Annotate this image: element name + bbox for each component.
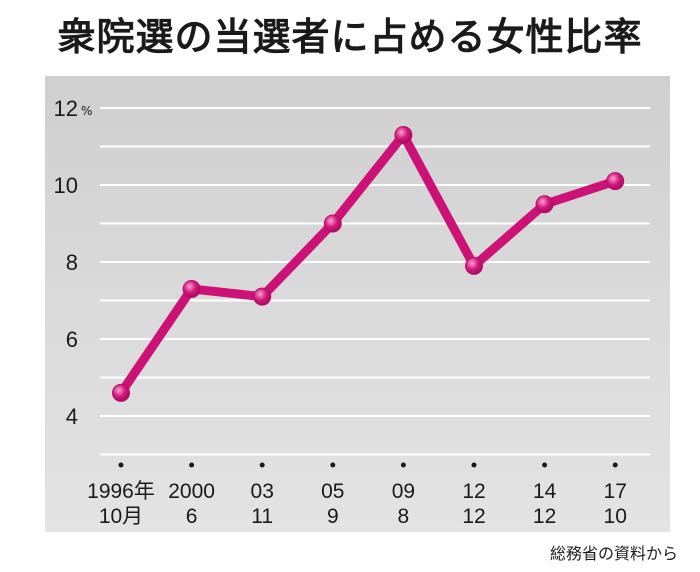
x-tick-label-bottom: 9: [327, 505, 339, 528]
x-tick-label-top: 17: [604, 480, 627, 503]
series-line: [116, 130, 620, 398]
data-point: [606, 172, 625, 191]
x-tick-dot: [330, 462, 336, 468]
data-point: [253, 287, 272, 306]
y-tick-label: 8: [66, 250, 78, 275]
x-tick-dot: [400, 462, 406, 468]
x-tick-label-top: 09: [392, 480, 415, 503]
x-tick-label-top: 05: [321, 480, 344, 503]
x-tick-label-bottom: 10月: [99, 505, 143, 528]
x-tick-dot: [118, 462, 124, 468]
x-tick-label-top: 03: [251, 480, 274, 503]
y-tick-label: 12: [54, 96, 78, 121]
data-point: [112, 383, 130, 402]
chart-title: 衆院選の当選者に占める女性比率: [57, 15, 643, 59]
plot-background: [45, 76, 670, 532]
y-unit-label: %: [81, 104, 92, 118]
x-tick-dot: [612, 462, 618, 468]
x-tick-label-bottom: 10: [604, 505, 627, 528]
x-tick-label-bottom: 11: [251, 505, 273, 528]
x-tick-dot: [189, 462, 195, 468]
x-tick-dot: [471, 462, 477, 468]
y-tick-label: 10: [54, 173, 78, 198]
data-point: [394, 125, 413, 144]
y-tick-label: 6: [66, 327, 78, 352]
source-note: 総務省の資料から: [549, 544, 678, 563]
x-tick-label-bottom: 8: [398, 505, 410, 528]
data-point: [323, 214, 342, 233]
x-tick-label-bottom: 6: [186, 505, 198, 528]
data-point: [465, 256, 483, 275]
x-tick-label-top: 14: [533, 480, 557, 503]
x-tick-dot: [259, 462, 265, 468]
data-point: [535, 195, 554, 214]
x-tick-label-top: 1996年: [87, 480, 155, 503]
x-tick-label-top: 2000: [168, 480, 215, 503]
x-tick-label-bottom: 12: [462, 505, 485, 528]
data-point: [182, 279, 201, 298]
x-tick-label-top: 12: [462, 480, 485, 503]
y-tick-label: 4: [66, 404, 78, 429]
x-tick-label-bottom: 12: [533, 505, 556, 528]
x-tick-dot: [542, 462, 548, 468]
